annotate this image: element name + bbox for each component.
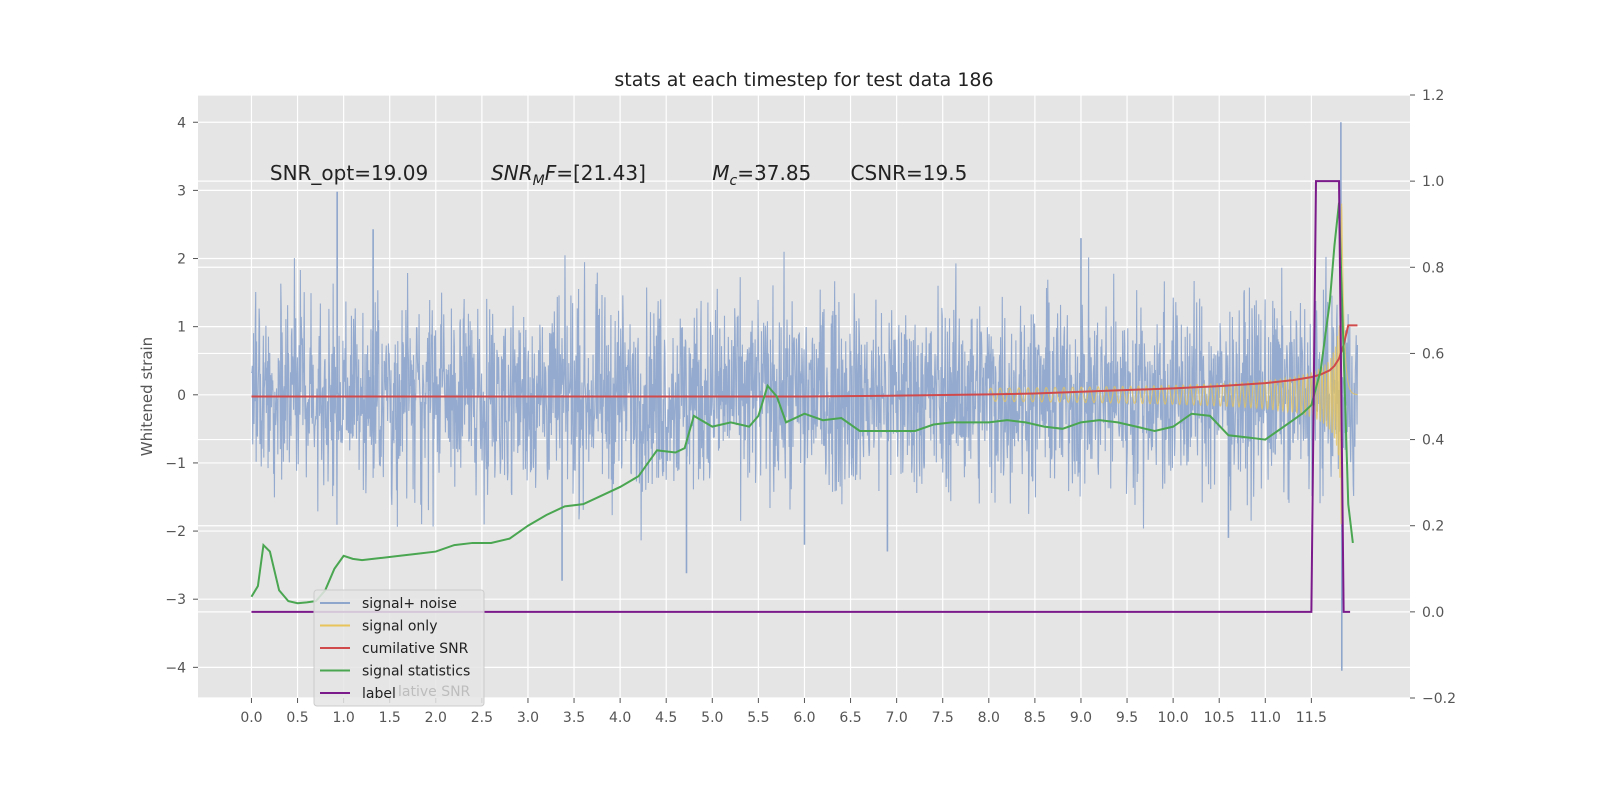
- x-tick-label: 11.0: [1250, 710, 1281, 726]
- legend-entry: signal+ noise: [362, 596, 457, 612]
- x-tick-label: 2.0: [425, 710, 447, 726]
- x-tick-label: 1.0: [332, 710, 354, 726]
- y-right-tick-label: 0.0: [1422, 605, 1444, 621]
- x-tick-label: 10.0: [1158, 710, 1189, 726]
- series-layer: [250, 122, 1359, 671]
- x-tick-label: 3.5: [563, 710, 585, 726]
- x-tick-label: 8.0: [978, 710, 1000, 726]
- y-right-tick-label: 0.2: [1422, 519, 1444, 535]
- annotation-csnr: CSNR=19.5: [851, 161, 968, 185]
- legend-entry: label: [362, 686, 396, 702]
- x-tick-label: 11.5: [1296, 710, 1327, 726]
- x-tick-label: 6.0: [793, 710, 815, 726]
- series-signal-statistics: [250, 202, 1354, 605]
- legend-entry: signal statistics: [362, 664, 470, 680]
- annotation-snr-opt: SNR_opt=19.09: [270, 161, 428, 185]
- x-tick-label: 4.5: [655, 710, 677, 726]
- y-tick-label: −2: [165, 524, 186, 540]
- y-right-tick-label: 0.8: [1422, 260, 1444, 276]
- legend-entry: signal only: [362, 619, 437, 635]
- series-label: [251, 180, 1351, 613]
- x-tick-label: 9.0: [1070, 710, 1092, 726]
- legend-entry: cumilative SNR: [362, 641, 469, 657]
- y-right-tick-label: 1.0: [1422, 174, 1444, 190]
- series-signal-noise: [250, 251, 1359, 541]
- legend: lative SNR signal+ noise signal only cumila…: [313, 589, 485, 707]
- y-tick-label: 0: [177, 388, 186, 404]
- x-tick-label: 1.5: [379, 710, 401, 726]
- x-tick-label: 5.0: [701, 710, 723, 726]
- x-tick-label: 9.5: [1116, 710, 1138, 726]
- x-tick-label: 0.5: [286, 710, 308, 726]
- y-tick-label: −4: [165, 660, 186, 676]
- x-tick-label: 10.5: [1204, 710, 1235, 726]
- legend-box: [313, 589, 485, 707]
- x-tick-label: 2.5: [471, 710, 493, 726]
- y-right-tick-label: −0.2: [1422, 691, 1456, 707]
- x-tick-label: 4.0: [609, 710, 631, 726]
- series-cumilative-snr: [251, 324, 1358, 398]
- annotation-snr-mf: SNRMF=[21.43]: [491, 161, 646, 189]
- y-tick-label: 3: [177, 183, 186, 199]
- x-tick-label: 3.0: [517, 710, 539, 726]
- y-axis-label: Whitened strain: [138, 337, 156, 456]
- legend-ghost-text: lative SNR: [398, 684, 471, 700]
- y-tick-label: 2: [177, 252, 186, 268]
- axes-ticks: 0.0 0.5 1.0 1.5 2.0 2.5 3.0 3.5 4.0 4.5 5.0 5.5 6.0 6…: [165, 88, 1456, 726]
- x-tick-label: 7.5: [932, 710, 954, 726]
- y-tick-label: −3: [165, 592, 186, 608]
- x-tick-label: 0.0: [240, 710, 262, 726]
- x-tick-label: 7.0: [885, 710, 907, 726]
- x-tick-label: 6.5: [839, 710, 861, 726]
- y-tick-label: 1: [177, 320, 186, 336]
- y-right-tick-label: 1.2: [1422, 88, 1444, 104]
- y-tick-label: 4: [177, 115, 186, 131]
- x-tick-label: 5.5: [747, 710, 769, 726]
- series-signal-only: [988, 203, 1358, 525]
- chart-title: stats at each timestep for test data 186: [614, 69, 993, 91]
- y-tick-label: −1: [165, 456, 186, 472]
- annotations: SNR_opt=19.09 SNRMF=[21.43] Mc=37.85 CSNR=1…: [270, 161, 967, 189]
- y-right-tick-label: 0.6: [1422, 346, 1444, 362]
- y-right-tick-label: 0.4: [1422, 433, 1444, 449]
- annotation-mc: Mc=37.85: [712, 161, 811, 189]
- x-tick-label: 8.5: [1024, 710, 1046, 726]
